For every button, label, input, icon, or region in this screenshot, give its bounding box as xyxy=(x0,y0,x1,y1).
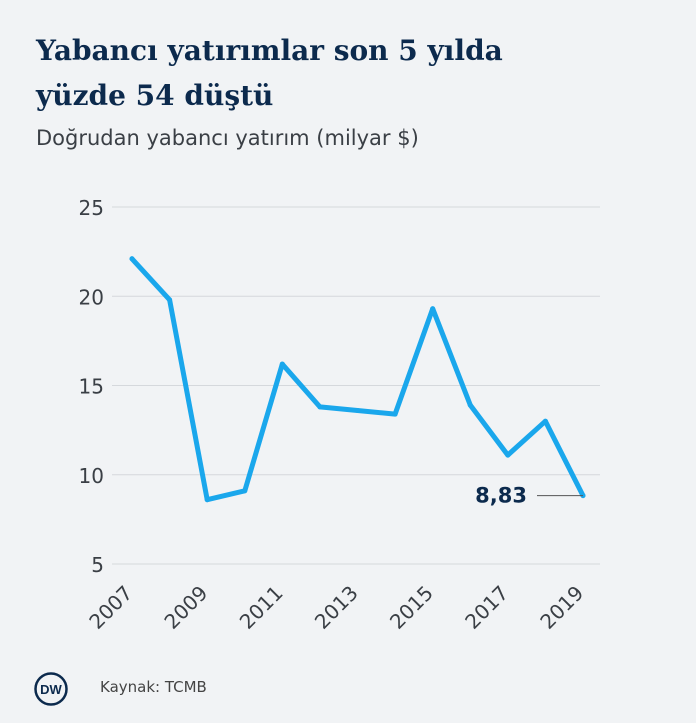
data-point xyxy=(167,297,173,303)
x-tick-label: 2017 xyxy=(460,581,513,634)
y-tick-label: 15 xyxy=(79,375,104,399)
title-line-1: Yabancı yatırımlar son 5 yılda xyxy=(36,34,503,67)
x-tick-label: 2019 xyxy=(535,581,588,634)
data-point xyxy=(317,404,323,410)
data-point xyxy=(242,488,248,494)
data-point xyxy=(355,407,360,413)
data-point xyxy=(204,497,210,503)
x-tick-label: 2015 xyxy=(385,581,438,634)
annotation-label: 8,83 xyxy=(475,484,527,508)
x-tick-label: 2013 xyxy=(310,581,363,634)
data-point xyxy=(467,402,473,408)
y-tick-label: 5 xyxy=(91,553,104,577)
source-note: Kaynak: TCMB xyxy=(100,678,207,696)
data-point xyxy=(392,411,398,417)
chart-subtitle: Doğrudan yabancı yatırım (milyar $) xyxy=(36,126,419,150)
dw-logo-text: DW xyxy=(40,682,62,697)
chart-title: Yabancı yatırımlar son 5 yılda yüzde 54 … xyxy=(36,28,656,118)
data-point xyxy=(430,306,436,312)
series-line xyxy=(129,256,586,503)
data-point xyxy=(279,361,285,367)
data-point xyxy=(129,256,135,262)
y-tick-label: 20 xyxy=(79,285,104,309)
y-tick-label: 10 xyxy=(79,464,104,488)
title-line-2: yüzde 54 düştü xyxy=(36,79,274,112)
y-tick-label: 25 xyxy=(79,196,104,220)
data-point xyxy=(542,418,548,424)
x-tick-label: 2011 xyxy=(235,581,288,634)
data-point xyxy=(505,452,511,458)
x-tick-label: 2007 xyxy=(84,581,137,634)
x-tick-label: 2009 xyxy=(159,581,212,634)
dw-logo: DW xyxy=(34,672,68,706)
